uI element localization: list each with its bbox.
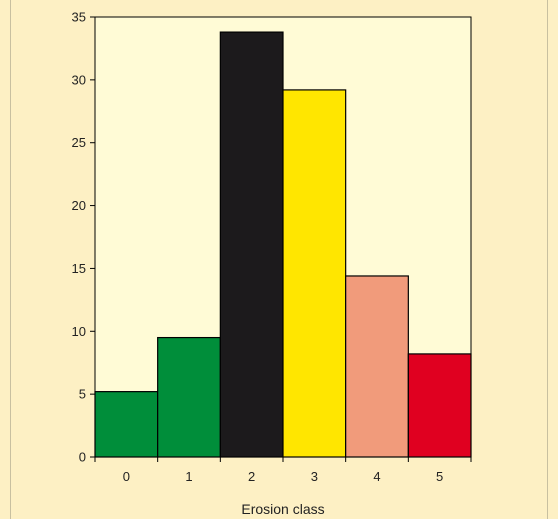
bar-chart: 0 5 10 15 20 25 30 35 0 1 2 3 4 5 Erosion class [72, 10, 472, 517]
y-tick-label: 5 [79, 387, 86, 402]
bar-class-3 [282, 89, 347, 458]
y-tick-label: 25 [72, 135, 86, 150]
y-tick-label: 0 [79, 450, 86, 465]
x-axis: 0 1 2 3 4 5 [94, 456, 472, 484]
y-tick-label: 15 [72, 261, 86, 276]
x-tick-label: 1 [185, 469, 192, 484]
x-tick-label: 4 [373, 469, 380, 484]
x-tick-label: 3 [311, 469, 318, 484]
x-tick-label: 0 [123, 469, 130, 484]
bar-group [94, 31, 472, 458]
bar-class-5 [407, 353, 472, 458]
y-tick-label: 10 [72, 324, 86, 339]
y-tick-label: 20 [72, 198, 86, 213]
x-axis-title: Erosion class [241, 501, 324, 517]
y-tick-label: 30 [72, 72, 86, 87]
bar-class-2 [219, 31, 284, 458]
x-tick-label: 5 [436, 469, 443, 484]
x-tick-label: 2 [248, 469, 255, 484]
chart-frame: 0 5 10 15 20 25 30 35 0 1 2 3 4 5 Erosion class [10, 0, 548, 519]
bar-class-0 [94, 391, 159, 458]
bar-class-1 [157, 336, 221, 458]
y-tick-label: 35 [72, 10, 86, 25]
y-axis: 0 5 10 15 20 25 30 35 [72, 10, 96, 465]
bar-class-4 [345, 275, 409, 458]
